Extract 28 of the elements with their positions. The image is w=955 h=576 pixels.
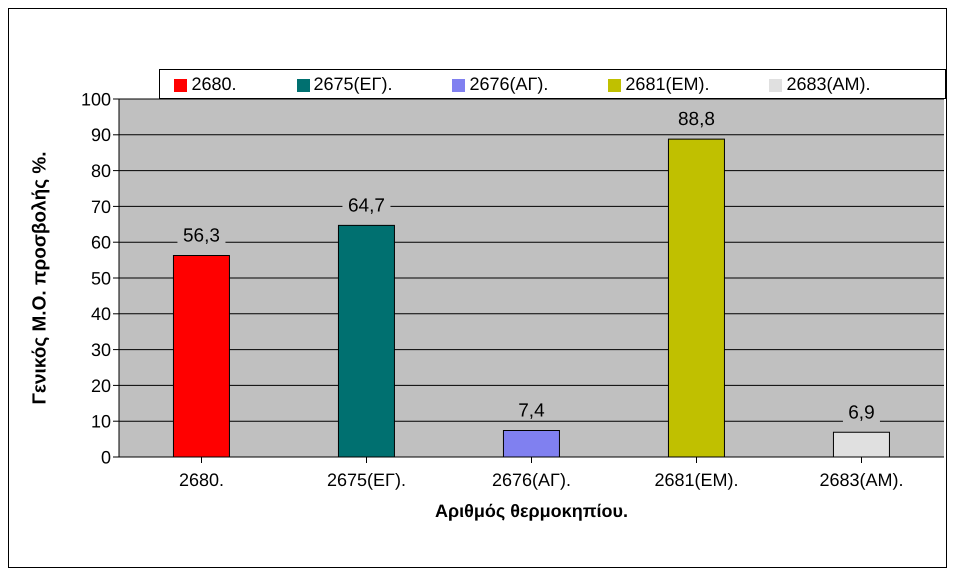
legend-label: 2676(ΑΓ). — [469, 74, 548, 94]
legend-label: 2683(ΑΜ). — [786, 74, 871, 94]
x-tick-label: 2681(ΕΜ). — [654, 470, 739, 490]
x-tick-label: 2680. — [178, 470, 224, 490]
x-tick-label: 2676(ΑΓ). — [492, 470, 571, 490]
x-axis-title: Αριθμός θερμοκηπίου. — [435, 501, 628, 521]
data-label: 56,3 — [182, 225, 220, 246]
y-tick-label: 30 — [90, 340, 111, 360]
y-tick-label: 90 — [90, 125, 111, 146]
y-tick-label: 20 — [90, 376, 111, 396]
y-tick-label: 40 — [90, 304, 111, 324]
legend-label: 2681(ΕΜ). — [625, 74, 710, 94]
data-label: 6,9 — [848, 402, 875, 424]
x-tick-label: 2675(ΕΓ). — [327, 470, 406, 490]
y-axis-title: Γενικός Μ.Ο. προσβολής %. — [30, 151, 51, 405]
data-label: 7,4 — [518, 400, 546, 422]
y-tick-label: 100 — [80, 89, 111, 110]
legend-label: 2675(ΕΓ). — [314, 74, 392, 94]
y-tick-label: 50 — [90, 268, 111, 288]
legend-label: 2680. — [191, 74, 237, 94]
y-tick-label: 70 — [90, 196, 111, 217]
y-tick-label: 80 — [90, 160, 111, 181]
data-label: 88,8 — [678, 109, 715, 130]
y-tick-label: 10 — [90, 412, 111, 432]
data-label: 64,7 — [348, 195, 385, 216]
y-tick-label: 60 — [90, 232, 111, 253]
x-tick-label: 2683(ΑΜ). — [819, 470, 904, 490]
y-tick-label: 0 — [100, 447, 111, 468]
